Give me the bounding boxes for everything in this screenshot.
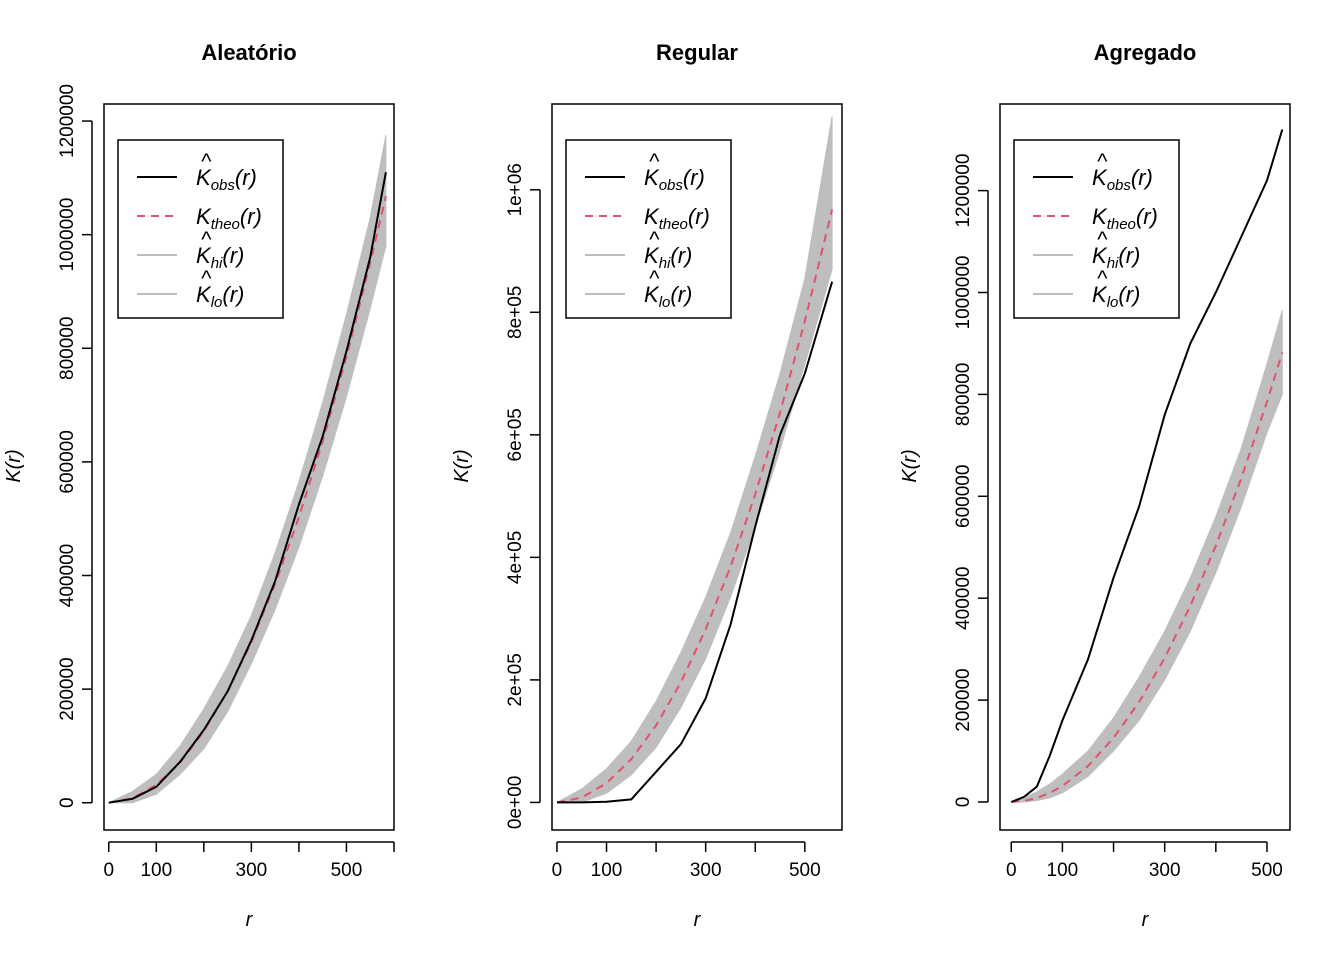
y-tick-label: 1200000 [57, 84, 78, 158]
legend-hat: ^ [201, 149, 212, 174]
y-tick-label: 0 [57, 797, 78, 808]
legend-entry: Khi(r) [644, 243, 692, 272]
x-axis-label: r [246, 909, 254, 931]
panel-title: Agregado [1094, 40, 1197, 65]
x-tick-label: 500 [1251, 860, 1283, 881]
y-tick-label: 400000 [57, 544, 78, 607]
x-tick-label: 300 [236, 860, 268, 881]
x-axis-label: r [1142, 909, 1150, 931]
x-tick-label: 0 [1006, 860, 1017, 881]
legend-box [565, 139, 732, 319]
legend-entry: Klo(r) [1092, 282, 1140, 311]
series-obs-line [557, 281, 834, 804]
x-tick-label: 100 [1047, 860, 1079, 881]
legend-entry: Ktheo(r) [196, 204, 262, 233]
y-tick-label: 4e+05 [505, 531, 526, 584]
series-obs-line [108, 172, 387, 804]
y-tick-label: 1000000 [57, 198, 78, 272]
panel-title: Regular [656, 40, 738, 65]
y-tick-label: 200000 [57, 657, 78, 720]
legend-entry: Klo(r) [196, 282, 244, 311]
plot-frame [551, 103, 843, 831]
y-tick-label: 200000 [953, 668, 974, 731]
y-tick-label: 400000 [953, 566, 974, 629]
y-tick-label: 1e+06 [505, 163, 526, 216]
x-tick-label: 500 [789, 860, 821, 881]
legend-box [1013, 139, 1180, 319]
legend-entry: Khi(r) [1092, 243, 1140, 272]
legend-hat: ^ [649, 227, 660, 252]
panel-aleatorio: Aleatório r K(r) 0 100 300 500 0 200000 400000… [3, 40, 395, 931]
legend-hat: ^ [649, 266, 660, 291]
legend-entry: Kobs(r) [644, 165, 705, 194]
x-tick-label: 500 [331, 860, 363, 881]
y-axis-label: K(r) [3, 449, 25, 482]
y-tick-label: 800000 [953, 363, 974, 426]
x-tick-label: 0 [103, 860, 114, 881]
y-tick-label: 0e+00 [505, 776, 526, 829]
legend-entry: Ktheo(r) [644, 204, 710, 233]
y-tick-label: 1200000 [953, 154, 974, 228]
x-tick-label: 0 [552, 860, 563, 881]
y-tick-label: 8e+05 [505, 286, 526, 339]
y-tick-label: 1000000 [953, 256, 974, 330]
legend-entry: Kobs(r) [1092, 165, 1153, 194]
legend-hat: ^ [1097, 266, 1108, 291]
panel-regular: Regular r K(r) 0 100 300 500 0e+00 2e+05 4e+05… [451, 40, 843, 931]
y-tick-label: 6e+05 [505, 408, 526, 461]
legend-hat: ^ [1097, 149, 1108, 174]
series-theo-line [556, 209, 834, 804]
y-tick-label: 2e+05 [505, 653, 526, 706]
y-tick-label: 600000 [953, 465, 974, 528]
legend-entry: Klo(r) [644, 282, 692, 311]
x-axis-label: r [694, 909, 702, 931]
y-tick-label: 600000 [57, 430, 78, 493]
y-axis-label: K(r) [899, 449, 921, 482]
legend-hat: ^ [201, 227, 212, 252]
panel-title: Aleatório [201, 40, 296, 65]
envelope-band [556, 116, 833, 803]
legend-entry: Kobs(r) [196, 165, 257, 194]
plot-frame [103, 103, 395, 831]
legend-box [117, 139, 284, 319]
x-tick-label: 100 [591, 860, 623, 881]
legend-entry: Khi(r) [196, 243, 244, 272]
series-theo-line [1011, 352, 1284, 803]
y-tick-label: 800000 [57, 317, 78, 380]
legend-hat: ^ [1097, 227, 1108, 252]
legend-entry: Ktheo(r) [1092, 204, 1158, 233]
envelope-band [108, 135, 387, 804]
x-tick-label: 100 [140, 860, 172, 881]
panel-agregado: Agregado r K(r) 0 100 300 500 0 200000 400000 6… [899, 40, 1291, 931]
y-tick-label: 0 [953, 797, 974, 808]
x-tick-label: 300 [690, 860, 722, 881]
series-obs-line [1010, 129, 1284, 803]
y-axis-label: K(r) [451, 449, 473, 482]
legend-hat: ^ [649, 149, 660, 174]
envelope-band [1011, 310, 1283, 803]
x-tick-label: 300 [1149, 860, 1181, 881]
legend-hat: ^ [201, 266, 212, 291]
plot-frame [999, 103, 1291, 831]
